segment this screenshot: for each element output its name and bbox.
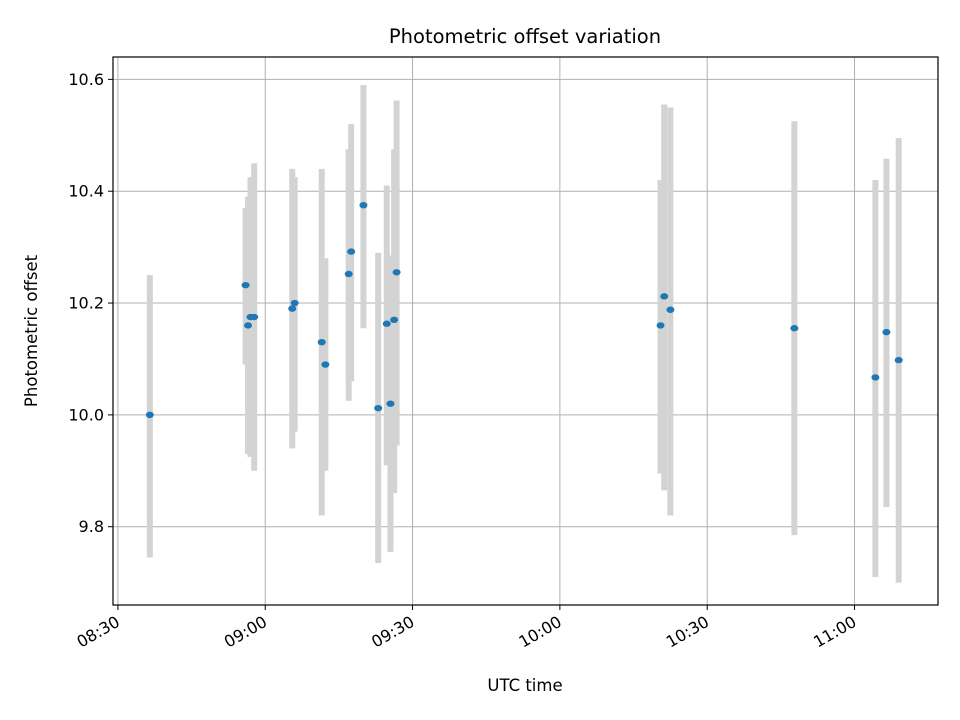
y-tick-label: 10.6: [68, 70, 104, 89]
data-points: [145, 201, 903, 419]
data-point: [390, 316, 399, 324]
data-point: [660, 293, 669, 300]
y-tick-label: 10.2: [68, 294, 104, 313]
data-point: [145, 411, 154, 419]
x-axis-label: UTC time: [487, 676, 562, 695]
data-point: [250, 313, 259, 321]
data-point: [871, 374, 880, 381]
data-point: [374, 404, 383, 412]
data-point: [321, 361, 330, 368]
data-point: [882, 328, 891, 336]
y-axis-label: Photometric offset: [22, 254, 41, 407]
data-point: [290, 299, 299, 307]
data-point: [241, 281, 250, 289]
data-point: [790, 325, 799, 332]
data-point: [656, 322, 665, 329]
chart-title: Photometric offset variation: [389, 25, 661, 48]
y-axis-ticks: 9.8 10.0 10.2 10.4 10.6: [68, 70, 113, 536]
data-point: [288, 305, 297, 312]
data-point: [392, 269, 401, 276]
data-point: [244, 322, 253, 329]
data-point: [359, 201, 368, 209]
plot-frame: [112, 56, 939, 606]
data-point: [386, 400, 395, 407]
y-tick-label: 10.0: [68, 405, 104, 424]
data-point: [666, 306, 675, 313]
data-point: [382, 320, 391, 327]
data-point: [344, 270, 353, 278]
grid: [113, 57, 938, 605]
data-point: [347, 248, 356, 255]
data-point: [317, 338, 326, 346]
y-tick-label: 10.4: [68, 182, 104, 201]
y-tick-label: 9.8: [79, 517, 104, 536]
data-point: [894, 356, 903, 364]
